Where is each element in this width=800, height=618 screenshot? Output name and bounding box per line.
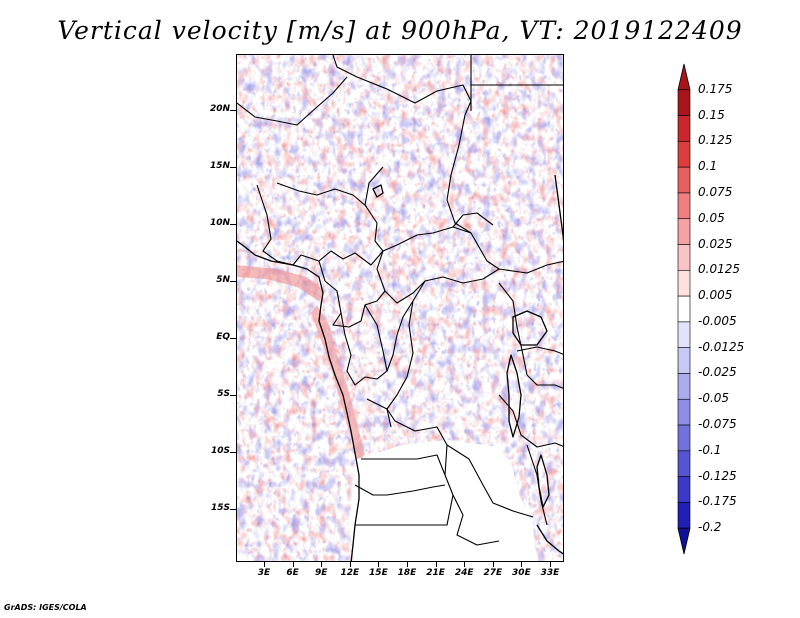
lon-tick-mark — [292, 562, 294, 567]
lake-victoria — [512, 310, 548, 346]
colorbar-level-label: 0.025 — [698, 236, 733, 251]
lon-tick-mark — [464, 562, 466, 567]
colorbar-level-label: 0.005 — [698, 288, 733, 303]
lon-tick-label: 27E — [483, 568, 503, 578]
colorbar-top-arrow — [677, 63, 691, 91]
colorbar-swatch — [677, 424, 691, 452]
lat-tick-mark — [230, 110, 236, 111]
lon-tick-mark — [407, 562, 408, 567]
colorbar-level-label: -0.025 — [698, 365, 737, 380]
map-panel — [236, 54, 564, 562]
east-coast — [554, 174, 563, 242]
colorbar-swatch — [677, 270, 691, 297]
lon-tick-mark — [550, 562, 551, 567]
lon-tick-label: 3E — [257, 568, 271, 578]
footer-credit: GrADS: IGES/COLA — [4, 603, 87, 612]
lat-tick-mark — [230, 224, 236, 225]
calm-region — [349, 440, 537, 561]
lat-tick-mark — [230, 395, 236, 396]
lon-tick-label: 6E — [286, 568, 299, 578]
colorbar-level-label: -0.125 — [698, 468, 737, 483]
lon-tick-mark — [435, 562, 437, 567]
colorbar-level-label: -0.1 — [698, 442, 722, 457]
lat-tick-mark — [230, 281, 236, 282]
lake-tanganyika — [506, 354, 522, 438]
lat-tick-label: 5S — [217, 389, 230, 399]
colorbar-level-label: -0.0125 — [698, 339, 745, 354]
lat-tick-label: 15N — [209, 161, 230, 171]
lon-tick-label: 9E — [314, 568, 328, 578]
lat-tick-mark — [230, 338, 236, 339]
gulf-band — [237, 265, 325, 301]
lat-tick-label: 15S — [210, 503, 230, 513]
coastline-west — [237, 240, 360, 561]
colorbar-swatch — [677, 166, 691, 194]
lon-tick-label: 15E — [369, 568, 388, 578]
lake-chad — [372, 184, 384, 198]
lon-tick-label: 12E — [340, 568, 360, 578]
colorbar-level-label: 0.05 — [698, 210, 725, 225]
lat-tick-mark — [230, 509, 236, 510]
colorbar-bottom-arrow — [677, 527, 691, 555]
colorbar-swatch — [677, 398, 691, 426]
colorbar-swatch — [677, 115, 691, 142]
velocity-field-map — [237, 55, 563, 561]
colorbar-level-label: -0.2 — [698, 520, 722, 535]
colorbar-swatch — [677, 373, 691, 400]
lat-tick-label: 10N — [209, 218, 230, 228]
colorbar-swatch — [677, 476, 691, 503]
colorbar-swatch — [677, 89, 691, 116]
lon-tick-label: 30E — [512, 568, 531, 578]
colorbar-level-label: 0.1 — [698, 159, 718, 174]
colorbar-swatch — [677, 321, 691, 348]
colorbar-swatch — [677, 244, 691, 271]
colorbar-level-label: 0.0125 — [698, 262, 740, 277]
lon-tick-mark — [378, 562, 380, 567]
colorbar-swatch — [677, 347, 691, 374]
lon-tick-mark — [349, 562, 351, 567]
colorbar-swatch — [677, 450, 691, 477]
lon-tick-label: 33E — [540, 568, 560, 578]
chart-title: Vertical velocity [m/s] at 900hPa, VT: 2… — [57, 16, 743, 45]
east-coast-south — [536, 524, 563, 555]
colorbar — [677, 63, 691, 555]
lon-tick-label: 24E — [454, 568, 474, 578]
colorbar-level-label: -0.075 — [698, 417, 737, 432]
lon-tick-mark — [492, 562, 494, 567]
lake-malawi — [536, 454, 550, 508]
lon-tick-mark — [321, 562, 323, 567]
colorbar-level-label: 0.15 — [698, 107, 725, 122]
colorbar-swatch — [677, 295, 691, 323]
colorbar-level-label: -0.175 — [698, 494, 737, 509]
colorbar-level-label: 0.125 — [698, 133, 733, 148]
colorbar-level-label: 0.075 — [698, 184, 733, 199]
colorbar-level-label: 0.175 — [698, 81, 733, 96]
lat-tick-label: EQ — [216, 332, 230, 342]
colorbar-swatch — [677, 218, 691, 245]
lat-tick-label: 20N — [209, 104, 230, 114]
lat-tick-mark — [230, 167, 236, 168]
lon-tick-mark — [521, 562, 523, 567]
lon-tick-label: 18E — [397, 568, 417, 578]
colorbar-swatch — [677, 192, 691, 220]
lon-tick-mark — [264, 562, 265, 567]
lon-tick-label: 21E — [426, 568, 445, 578]
colorbar-level-label: -0.05 — [698, 391, 730, 406]
lat-tick-mark — [230, 452, 236, 453]
colorbar-swatch — [677, 502, 691, 529]
colorbar-level-label: -0.005 — [698, 313, 737, 328]
lat-tick-label: 5N — [216, 275, 230, 285]
colorbar-swatch — [677, 141, 691, 168]
lat-tick-label: 10S — [210, 446, 230, 456]
